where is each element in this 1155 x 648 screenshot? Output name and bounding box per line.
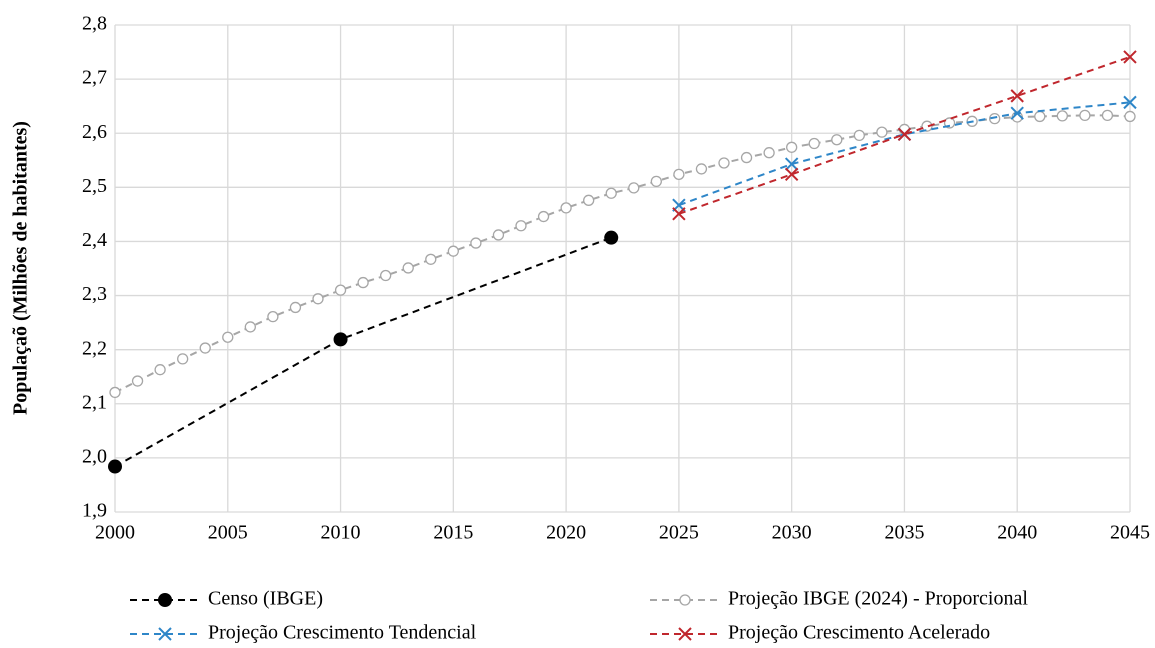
- legend-marker: [679, 594, 691, 606]
- data-point: [853, 129, 865, 142]
- data-point: [1010, 106, 1024, 120]
- data-point: [876, 126, 888, 138]
- data-point: [740, 151, 753, 164]
- data-point: [334, 284, 347, 296]
- data-point: [718, 157, 730, 169]
- data-point: [131, 375, 144, 387]
- data-point: [989, 112, 1001, 125]
- x-tick-label: 2025: [659, 522, 699, 544]
- y-tick-label: 2,4: [82, 229, 107, 251]
- data-point: [154, 364, 166, 376]
- data-point: [604, 230, 619, 245]
- data-point: [628, 182, 640, 194]
- data-point: [695, 163, 708, 175]
- legend-marker: [158, 593, 172, 607]
- data-point: [470, 237, 482, 249]
- data-point: [333, 332, 348, 347]
- x-tick-label: 2015: [433, 522, 473, 544]
- x-tick-label: 2020: [546, 522, 586, 544]
- data-point: [560, 202, 572, 214]
- data-point: [380, 269, 392, 282]
- data-point: [109, 386, 121, 399]
- legend-label: Projeção IBGE (2024) - Proporcional: [728, 588, 1028, 610]
- data-point: [673, 168, 685, 180]
- data-point: [199, 342, 211, 354]
- data-point: [1056, 110, 1068, 122]
- data-point: [425, 253, 437, 265]
- data-point: [672, 207, 686, 221]
- x-tick-label: 2035: [884, 522, 924, 544]
- y-tick-label: 2,8: [82, 13, 107, 35]
- x-tick-label: 2030: [772, 522, 812, 544]
- legend-label: Censo (IBGE): [208, 588, 323, 610]
- y-axis-label: Populaçaõ (Milhões de habitantes): [10, 121, 32, 415]
- data-point: [650, 175, 662, 188]
- y-tick-label: 2,5: [82, 175, 107, 197]
- data-point: [786, 141, 798, 153]
- series-line: [678, 101, 1131, 207]
- data-point: [177, 353, 189, 365]
- data-point: [784, 167, 799, 182]
- y-tick-label: 2,2: [82, 337, 107, 359]
- data-point: [244, 321, 256, 333]
- data-point: [267, 311, 279, 323]
- data-point: [583, 194, 595, 206]
- x-tick-label: 2010: [321, 522, 361, 544]
- data-point: [808, 137, 820, 150]
- data-point: [1034, 110, 1046, 123]
- data-point: [492, 229, 505, 241]
- y-tick-label: 2,3: [82, 283, 107, 305]
- y-tick-label: 2,0: [82, 445, 107, 467]
- data-point: [289, 301, 302, 314]
- x-tick-label: 2000: [95, 522, 135, 544]
- y-tick-label: 2,1: [82, 391, 107, 413]
- data-point: [921, 120, 933, 132]
- y-tick-label: 2,7: [82, 67, 107, 89]
- data-point: [1079, 109, 1091, 122]
- data-point: [784, 157, 799, 171]
- legend-marker: [678, 627, 692, 641]
- data-point: [897, 127, 912, 142]
- data-point: [1123, 50, 1137, 64]
- x-tick-label: 2040: [997, 522, 1037, 544]
- data-point: [312, 293, 324, 305]
- x-tick-label: 2045: [1110, 522, 1150, 544]
- data-point: [108, 459, 122, 474]
- legend-label: Projeção Crescimento Tendencial: [208, 622, 477, 644]
- y-tick-label: 2,6: [82, 121, 107, 143]
- data-point: [605, 187, 617, 199]
- data-point: [1010, 89, 1024, 103]
- data-point: [515, 220, 527, 232]
- data-point: [1123, 95, 1137, 110]
- y-tick-label: 1,9: [82, 500, 107, 522]
- series-line: [114, 236, 612, 468]
- x-tick-label: 2005: [208, 522, 248, 544]
- data-point: [447, 245, 459, 257]
- data-point: [222, 331, 234, 343]
- data-point: [763, 147, 775, 159]
- series-line: [114, 114, 1131, 394]
- data-point: [537, 210, 550, 223]
- legend-label: Projeção Crescimento Acelerado: [728, 622, 990, 644]
- data-point: [402, 262, 414, 274]
- data-point: [357, 276, 369, 289]
- data-point: [831, 134, 843, 146]
- legend-marker: [158, 627, 172, 641]
- series-line: [678, 55, 1131, 215]
- data-point: [1101, 109, 1114, 122]
- data-point: [1124, 110, 1136, 123]
